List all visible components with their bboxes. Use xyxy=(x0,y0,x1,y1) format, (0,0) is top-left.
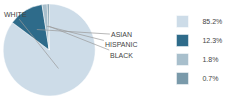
svg-text:0.7%: 0.7% xyxy=(202,75,218,82)
svg-text:85.2%: 85.2% xyxy=(202,18,222,25)
svg-text:1.8%: 1.8% xyxy=(202,56,218,63)
svg-text:ASIAN: ASIAN xyxy=(111,31,132,38)
svg-text:12.3%: 12.3% xyxy=(202,37,222,44)
svg-text:BLACK: BLACK xyxy=(110,52,133,59)
svg-text:WHITE: WHITE xyxy=(4,11,27,18)
svg-text:HISPANIC: HISPANIC xyxy=(105,41,138,48)
